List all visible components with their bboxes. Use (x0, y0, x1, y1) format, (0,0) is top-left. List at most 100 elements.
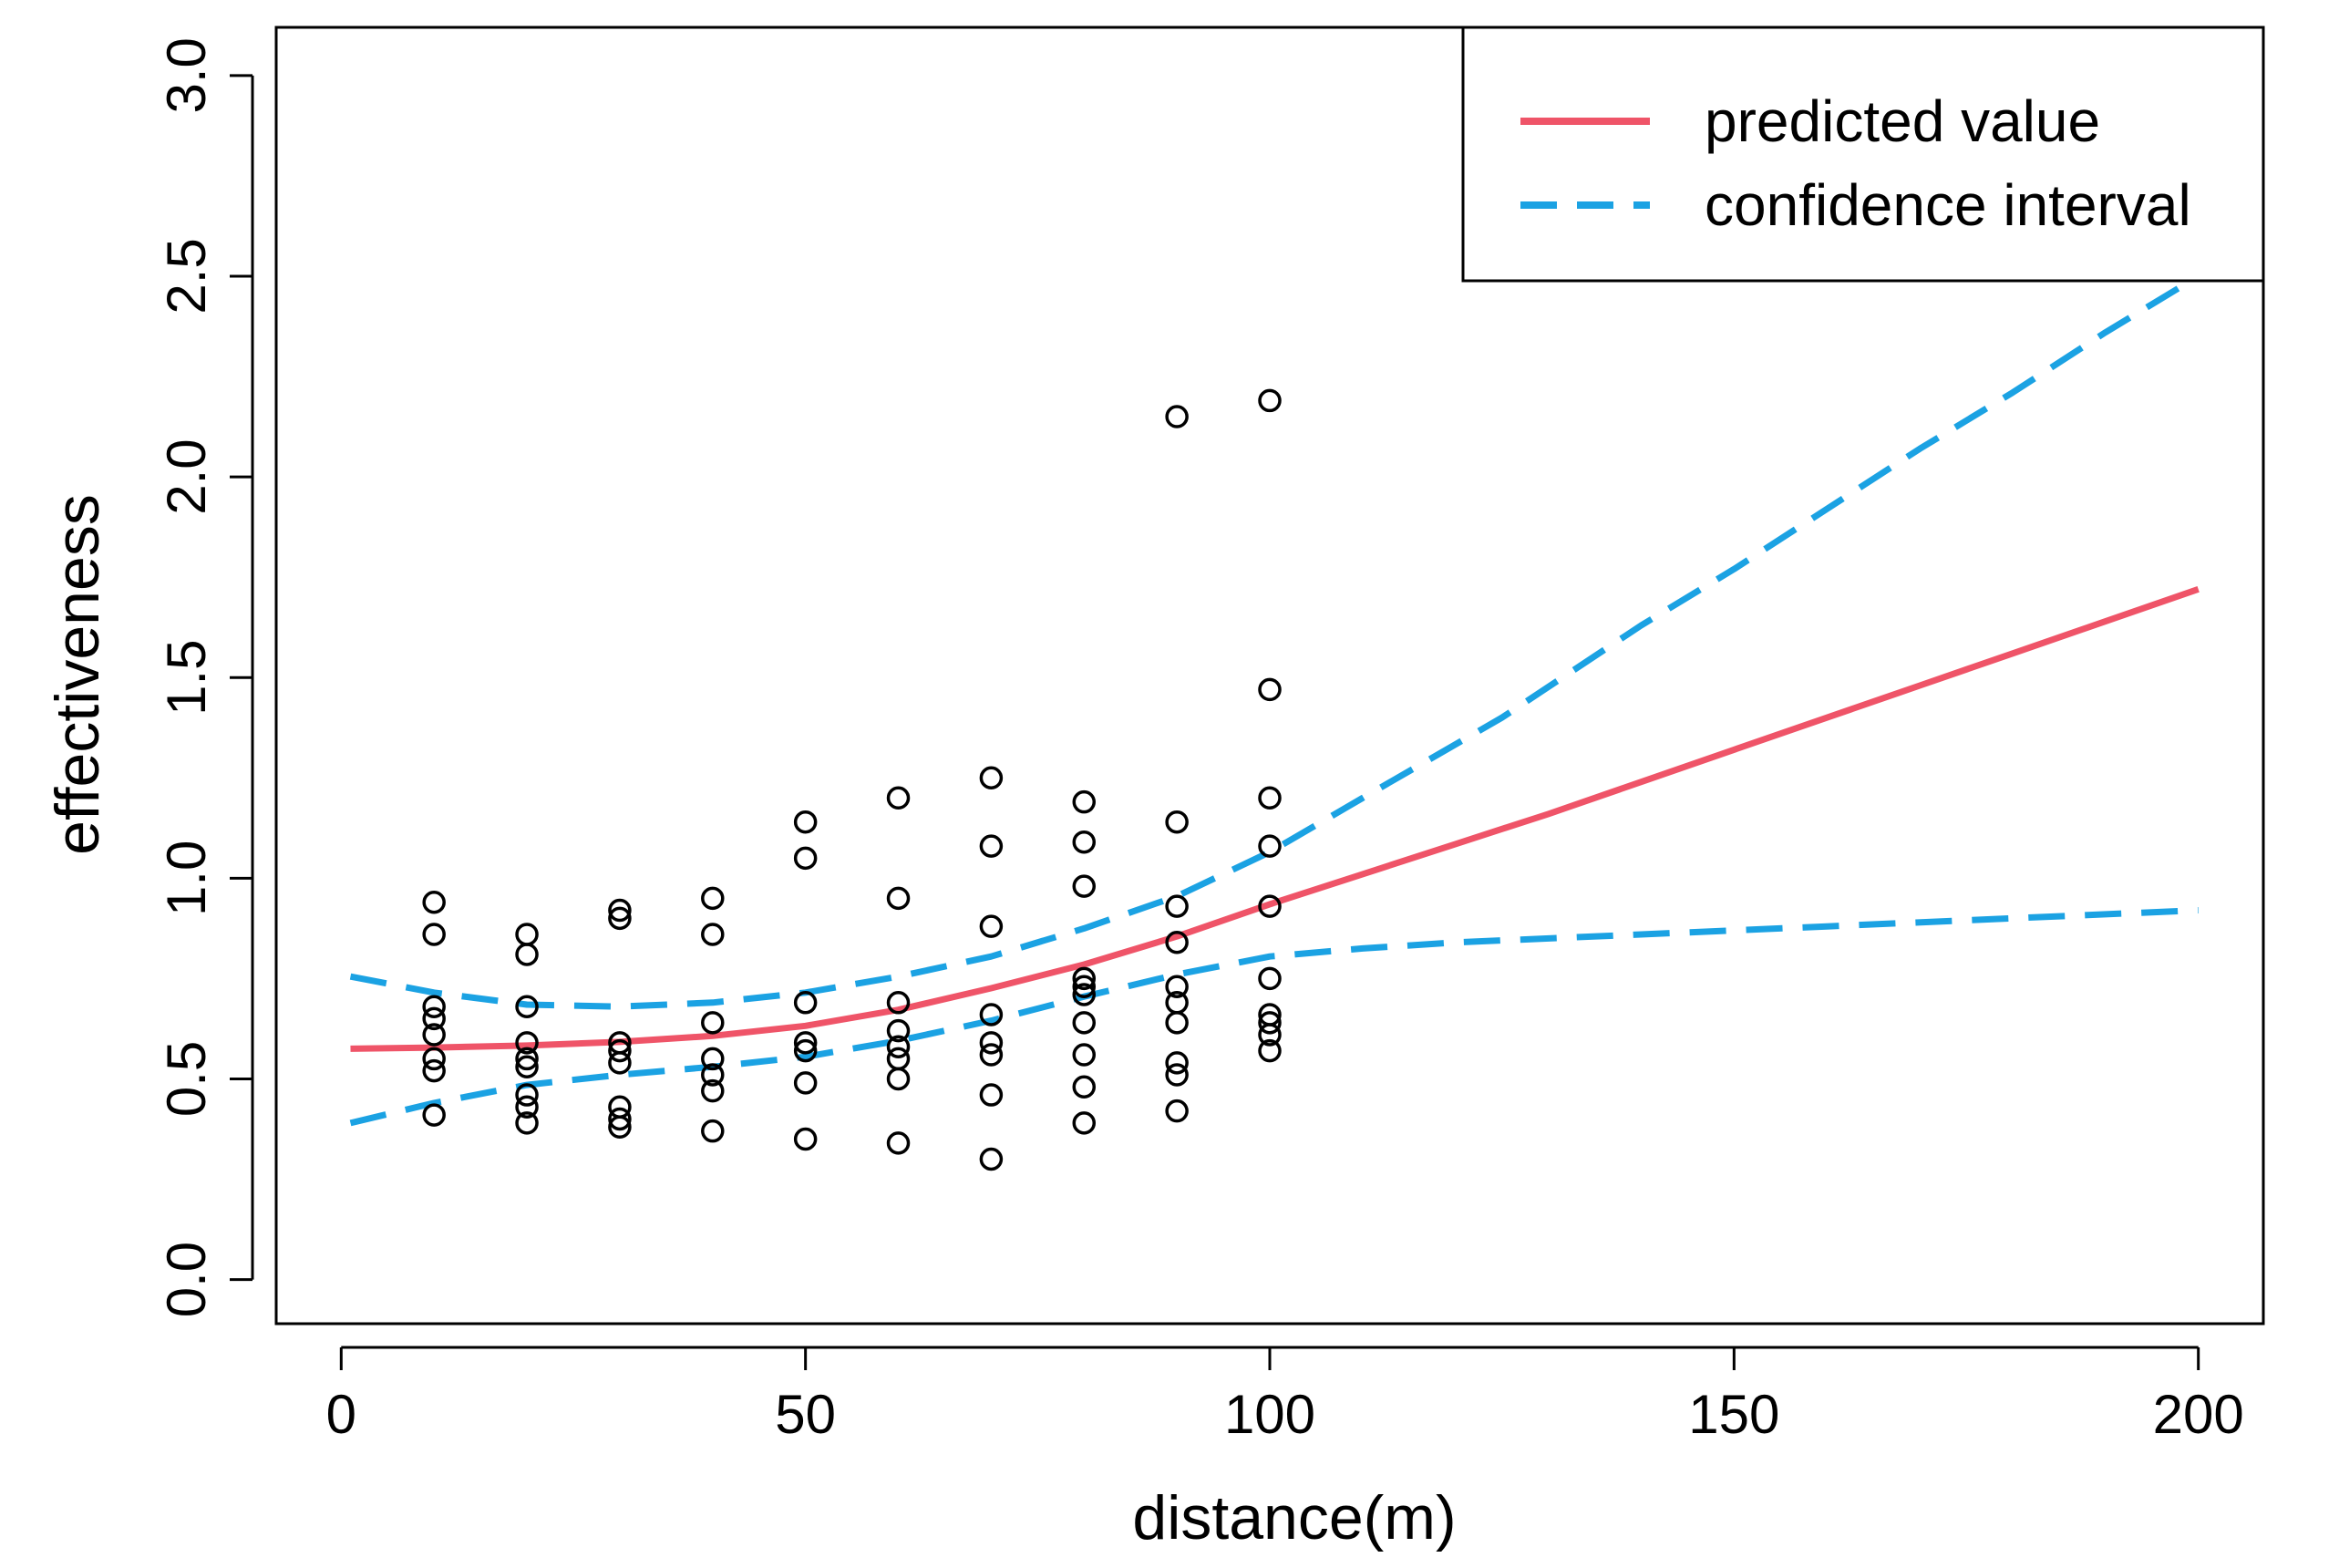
y-axis: 0.0 0.5 1.0 1.5 2.0 2.5 3.0 (156, 37, 254, 1317)
legend-label-confidence: confidence interval (1705, 172, 2191, 238)
data-point (1258, 388, 1282, 413)
data-point (1072, 1111, 1097, 1135)
data-point (1165, 405, 1189, 428)
data-point (979, 1043, 1004, 1067)
data-point (608, 1051, 632, 1075)
data-point (422, 1006, 446, 1031)
y-axis-title: effectiveness (43, 494, 112, 855)
data-point (608, 1107, 632, 1131)
legend-label-predicted: predicted value (1705, 88, 2100, 154)
data-point (1165, 894, 1189, 918)
data-point (1072, 874, 1097, 898)
data-point (886, 1131, 911, 1155)
data-point (1072, 1043, 1097, 1067)
data-point (793, 810, 818, 834)
data-point (979, 1083, 1004, 1107)
y-tick-label: 0.0 (156, 1242, 217, 1317)
data-point (1258, 1011, 1282, 1035)
y-tick-label: 0.5 (156, 1041, 217, 1117)
data-point (1072, 966, 1097, 991)
x-tick-label: 50 (775, 1384, 836, 1445)
data-point (1165, 975, 1189, 998)
data-point (515, 1111, 539, 1135)
data-point (515, 943, 539, 966)
data-point (1072, 789, 1097, 814)
data-point (515, 1047, 539, 1071)
data-point (793, 1038, 818, 1063)
y-tick-label: 1.0 (156, 841, 217, 916)
legend-box (1461, 26, 2265, 283)
data-point (886, 886, 911, 911)
x-axis-title: distance(m) (1132, 1483, 1456, 1553)
data-point (422, 1103, 446, 1127)
x-tick-label: 200 (2153, 1384, 2244, 1445)
data-point (886, 991, 911, 1015)
data-point (1258, 1023, 1282, 1047)
data-point (701, 1063, 725, 1087)
data-point (793, 1071, 818, 1095)
data-point (793, 1031, 818, 1055)
data-point (1165, 1063, 1189, 1087)
data-point (701, 886, 725, 911)
data-point (515, 1083, 539, 1107)
confidence-interval-line (349, 273, 2200, 1010)
data-point (515, 1055, 539, 1078)
data-point (422, 923, 446, 946)
data-point (1165, 1099, 1189, 1123)
data-point (422, 995, 446, 1018)
data-point (515, 995, 539, 1018)
data-point (515, 1095, 539, 1119)
y-tick-label: 3.0 (156, 37, 217, 113)
data-point (979, 1031, 1004, 1055)
data-point (979, 1003, 1004, 1026)
x-tick-label: 100 (1224, 1384, 1315, 1445)
data-point (1072, 983, 1097, 1006)
data-point (608, 1038, 632, 1063)
data-point (1072, 1075, 1097, 1099)
data-point (793, 991, 818, 1015)
data-point (422, 1058, 446, 1083)
data-point (1258, 894, 1282, 918)
data-point (979, 914, 1004, 938)
data-point (1165, 931, 1189, 954)
data-point (608, 898, 632, 923)
data-point (701, 1011, 725, 1035)
y-tick-label: 2.0 (156, 438, 217, 514)
data-point (608, 906, 632, 931)
data-point (1258, 966, 1282, 991)
y-tick-label: 2.5 (156, 238, 217, 314)
data-point (1072, 975, 1097, 998)
data-point (701, 923, 725, 946)
data-point (1072, 1011, 1097, 1035)
data-point (608, 1115, 632, 1140)
data-point (1258, 1038, 1282, 1063)
data-point (701, 1119, 725, 1143)
data-point (979, 766, 1004, 790)
x-axis: 0 50 100 150 200 (326, 1346, 2244, 1445)
data-point (515, 1031, 539, 1055)
data-point (1258, 834, 1282, 858)
data-point (886, 1035, 911, 1058)
data-point (422, 890, 446, 914)
data-point (1165, 1011, 1189, 1035)
data-point (886, 786, 911, 810)
x-tick-label: 150 (1688, 1384, 1779, 1445)
data-point (1165, 1051, 1189, 1075)
data-point (793, 1127, 818, 1151)
data-point (1258, 677, 1282, 702)
legend: predicted value confidence interval (1461, 26, 2265, 283)
data-point (1165, 810, 1189, 834)
data-point (1258, 786, 1282, 810)
observation-points (422, 388, 1282, 1171)
x-tick-label: 0 (326, 1384, 356, 1445)
y-tick-label: 1.5 (156, 639, 217, 715)
predicted-value-line (350, 585, 2200, 1052)
plot-frame (274, 26, 2265, 1326)
data-point (701, 1078, 725, 1103)
data-point (1072, 830, 1097, 854)
data-point (979, 1147, 1004, 1171)
data-point (793, 846, 818, 871)
data-point (422, 1023, 446, 1047)
data-point (422, 1047, 446, 1071)
